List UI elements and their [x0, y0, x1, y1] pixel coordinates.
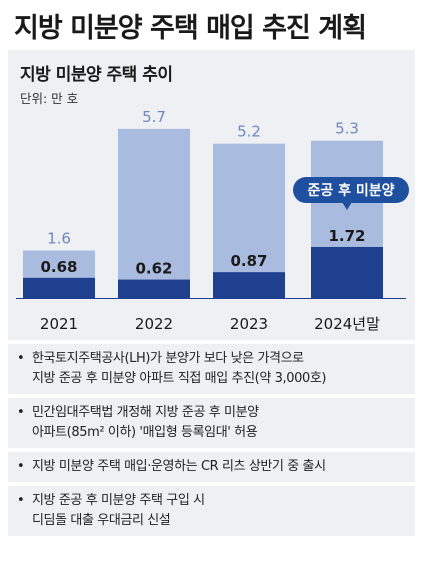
- completed-value-label: 0.68: [40, 258, 77, 276]
- page-title: 지방 미분양 주택 매입 추진 계획: [14, 13, 367, 44]
- bullet-dot: •: [17, 405, 25, 420]
- chart-panel: 지방 미분양 주택 추이 단위: 만 호 1.6 0.68 2021 5.7 0.62 2…: [8, 50, 415, 340]
- note-text: 지방 미분양 주택 매입·운영하는 CR 리츠 상반기 중 출시: [32, 459, 326, 474]
- note-text: 지방 준공 후 미분양 주택 구입 시 디딤돌 대출 우대금리 신설: [32, 493, 205, 528]
- completed-bar: [23, 277, 95, 298]
- note-item: • 지방 준공 후 미분양 주택 구입 시 디딤돌 대출 우대금리 신설: [8, 486, 415, 536]
- total-bar: [118, 128, 190, 298]
- x-tick-label: 2023: [230, 315, 268, 333]
- chart-title: 지방 미분양 주택 추이: [20, 65, 173, 85]
- note-item: • 민간임대주택법 개정해 지방 준공 후 미분양 아파트(85m² 이하) '…: [8, 398, 415, 448]
- notes-list: • 한국토지주택공사(LH)가 분양가 보다 낮은 가격으로 지방 준공 후 미…: [8, 344, 415, 540]
- bullet-dot: •: [17, 351, 25, 366]
- completed-bar: [213, 272, 285, 298]
- bullet-dot: •: [17, 459, 25, 474]
- x-tick-label: 2024년말: [314, 315, 380, 333]
- annotation-text: 준공 후 미분양: [307, 183, 394, 199]
- bullet-dot: •: [17, 493, 25, 508]
- bar-chart: 1.6 0.68 2021 5.7 0.62 2022 5.2 0.87 2023 5.3 1.72…: [16, 108, 409, 333]
- annotation-pointer: [342, 202, 352, 210]
- note-text: 민간임대주택법 개정해 지방 준공 후 미분양 아파트(85m² 이하) '매입…: [32, 405, 259, 440]
- completed-bar: [118, 279, 190, 298]
- total-value-label: 1.6: [47, 230, 71, 248]
- x-tick-label: 2022: [135, 315, 173, 333]
- completed-value-label: 0.62: [135, 260, 172, 278]
- unit-label: 단위: 만 호: [20, 91, 79, 106]
- annotation-badge: [293, 177, 409, 203]
- note-item: • 지방 미분양 주택 매입·운영하는 CR 리츠 상반기 중 출시: [8, 452, 415, 482]
- total-value-label: 5.3: [335, 120, 359, 138]
- total-value-label: 5.2: [237, 123, 261, 141]
- completed-value-label: 1.72: [328, 227, 365, 245]
- total-value-label: 5.7: [142, 108, 166, 126]
- completed-bar: [311, 246, 383, 298]
- note-item: • 한국토지주택공사(LH)가 분양가 보다 낮은 가격으로 지방 준공 후 미…: [8, 344, 415, 394]
- note-text: 한국토지주택공사(LH)가 분양가 보다 낮은 가격으로 지방 준공 후 미분양…: [32, 351, 327, 386]
- x-tick-label: 2021: [40, 315, 78, 333]
- completed-value-label: 0.87: [230, 252, 267, 270]
